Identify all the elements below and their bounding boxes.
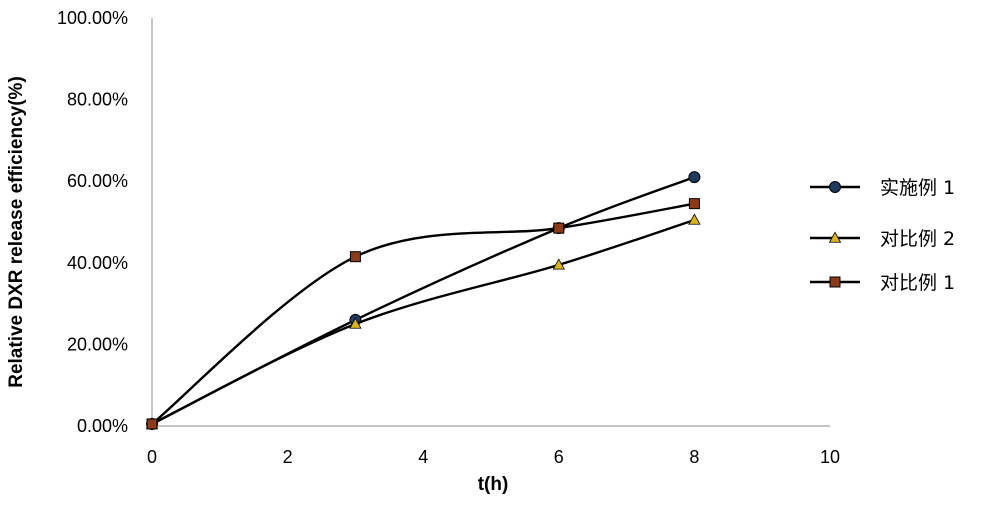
legend-marker: [829, 181, 841, 193]
legend-label: 实施例 1: [880, 177, 955, 199]
y-tick-label: 100.00%: [57, 8, 128, 28]
legend-item: 对比例 1: [810, 272, 955, 294]
data-point: [553, 222, 565, 234]
data-point: [552, 258, 565, 270]
data-point: [349, 317, 362, 329]
data-point: [688, 213, 701, 225]
x-tick-label: 2: [283, 447, 293, 467]
legend: 实施例 1 对比例 2 对比例 1: [810, 177, 955, 294]
legend-label: 对比例 1: [880, 272, 955, 294]
x-tick-labels: 0 2 4 6 8 10: [147, 447, 840, 467]
y-tick-label: 40.00%: [67, 253, 128, 273]
data-point: [349, 251, 361, 263]
y-tick-label: 80.00%: [67, 90, 128, 110]
series-line: [151, 218, 695, 426]
data-point: [688, 198, 700, 210]
series-3: [146, 198, 700, 430]
series-line: [151, 202, 695, 425]
x-tick-label: 4: [418, 447, 428, 467]
y-tick-label: 0.00%: [77, 416, 128, 436]
y-tick-labels: 0.00% 20.00% 40.00% 60.00% 80.00% 100.00%: [57, 8, 128, 436]
y-tick-label: 60.00%: [67, 171, 128, 191]
axes: [151, 18, 830, 427]
legend-label: 对比例 2: [880, 228, 955, 250]
x-axis-title: t(h): [478, 474, 509, 495]
legend-item: 对比例 2: [810, 228, 955, 250]
x-tick-label: 0: [147, 447, 157, 467]
x-tick-label: 8: [689, 447, 699, 467]
data-point: [688, 171, 701, 184]
x-tick-label: 6: [554, 447, 564, 467]
y-axis-title: Relative DXR release efficiency(%): [6, 76, 27, 388]
legend-marker: [829, 276, 841, 288]
x-tick-label: 10: [820, 447, 840, 467]
series-layer: [145, 171, 701, 430]
data-point: [146, 418, 158, 430]
y-tick-label: 20.00%: [67, 334, 128, 354]
series-2: [145, 213, 701, 429]
legend-marker: [828, 231, 842, 243]
legend-item: 实施例 1: [810, 177, 955, 199]
